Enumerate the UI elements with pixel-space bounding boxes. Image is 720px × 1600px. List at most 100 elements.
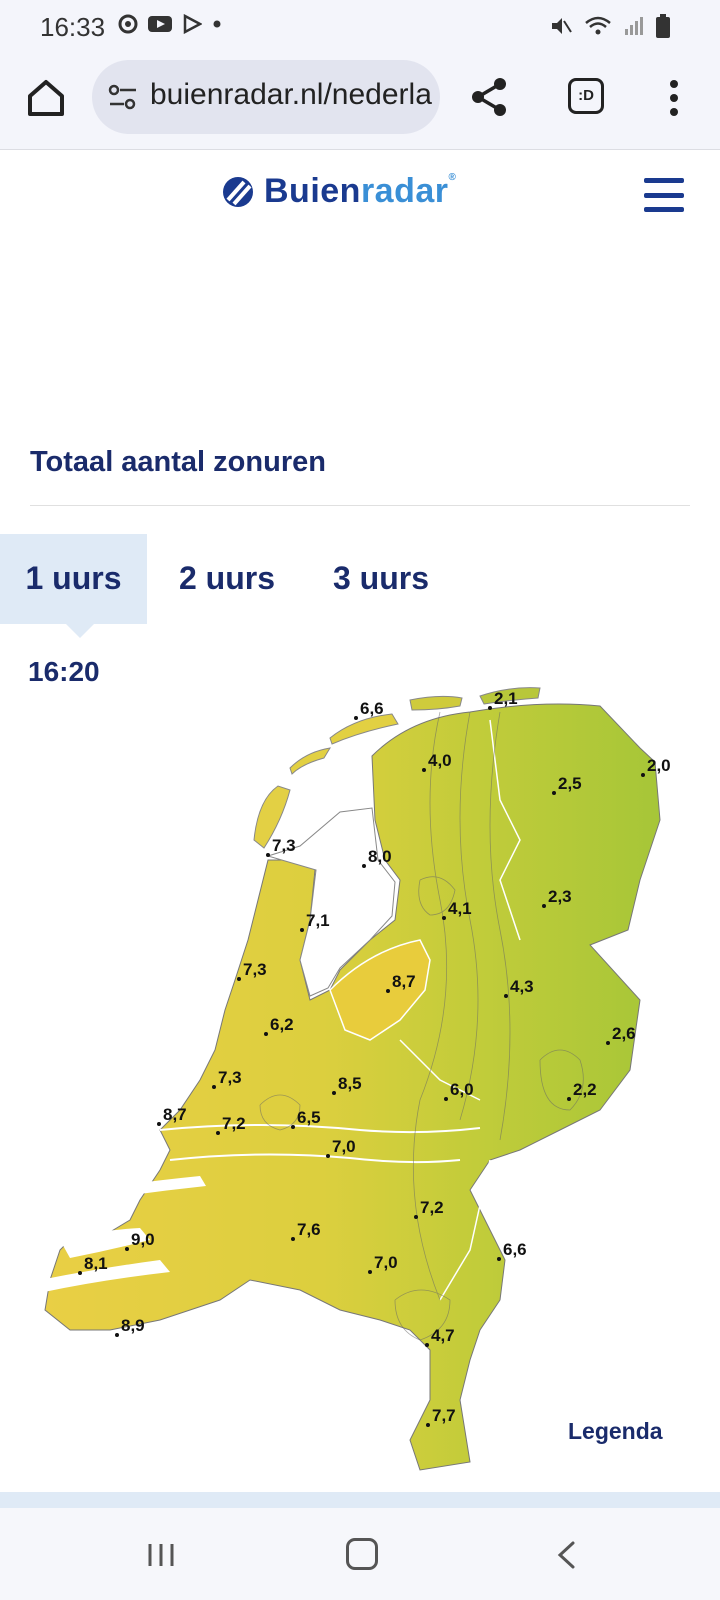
map-value-text: 2,3	[548, 887, 572, 906]
map-island	[329, 713, 399, 745]
map-value-text: 4,3	[510, 977, 534, 996]
status-time: 16:33	[40, 12, 106, 42]
site-header: Buienradar®	[0, 150, 720, 240]
home-icon[interactable]	[24, 76, 68, 120]
section-title: Totaal aantal zonuren	[30, 446, 326, 478]
map-value-label: 2,6	[606, 1024, 636, 1045]
map-value-label: 4,0	[422, 751, 452, 772]
map-value-label: 7,1	[300, 911, 330, 932]
map-value-label: 4,3	[504, 977, 534, 998]
dot-icon	[213, 20, 221, 28]
hamburger-menu-icon[interactable]	[644, 178, 684, 212]
map-value-label: 4,7	[425, 1326, 455, 1347]
map-value-text: 4,0	[428, 751, 452, 770]
map-value-label: 8,1	[78, 1254, 108, 1275]
system-home-icon[interactable]	[346, 1538, 378, 1570]
map-value-label: 8,7	[157, 1105, 187, 1126]
map-value-text: 7,1	[306, 911, 330, 930]
address-bar[interactable]: buienradar.nl/nederla	[92, 60, 440, 134]
buienradar-logo[interactable]: Buienradar®	[222, 172, 456, 211]
battery-icon	[656, 14, 670, 38]
map-time-label: 16:20	[28, 656, 100, 687]
map-value-text: 2,6	[612, 1024, 636, 1043]
map-rivers	[169, 1153, 461, 1164]
map-flevoland	[329, 939, 431, 1041]
map-water	[40, 1260, 170, 1292]
youtube-icon	[148, 16, 172, 32]
map-value-text: 7,2	[222, 1114, 246, 1133]
map-value-text: 2,5	[558, 774, 582, 793]
back-icon[interactable]	[556, 1540, 576, 1570]
map-island	[289, 747, 331, 775]
map-value-label: 8,0	[362, 847, 392, 868]
map-value-text: 7,7	[432, 1406, 456, 1425]
map-value-label: 2,2	[567, 1080, 597, 1101]
map-value-label: 7,3	[212, 1068, 242, 1089]
logo-registered-mark: ®	[448, 172, 457, 183]
map-value-label: 7,2	[414, 1198, 444, 1219]
map-province-borders	[399, 719, 521, 1301]
tab-switcher-button[interactable]: :D	[568, 78, 604, 114]
mute-icon	[552, 18, 572, 34]
more-options-icon[interactable]	[664, 78, 684, 118]
tab-1-uurs[interactable]: 1 uurs	[0, 534, 147, 624]
status-icons-right	[550, 14, 670, 38]
logo-text-part2: radar	[360, 172, 449, 210]
map-value-text: 8,9	[121, 1316, 145, 1335]
wifi-icon	[585, 16, 611, 35]
content-bottom-strip	[0, 1492, 720, 1508]
map-value-text: 8,1	[84, 1254, 108, 1273]
share-icon[interactable]	[470, 76, 510, 118]
map-value-text: 7,3	[218, 1068, 242, 1087]
map-island	[409, 695, 463, 711]
map-value-label: 9,0	[125, 1230, 155, 1251]
map-value-label: 2,5	[552, 774, 582, 795]
map-value-label: 7,0	[326, 1137, 356, 1158]
map-value-text: 6,5	[297, 1108, 321, 1127]
map-value-text: 7,3	[272, 836, 296, 855]
map-value-text: 4,7	[431, 1326, 455, 1345]
map-rivers	[159, 1124, 481, 1134]
signal-icon	[625, 17, 643, 35]
map-value-text: 8,5	[338, 1074, 362, 1093]
logo-text: Buienradar®	[264, 172, 456, 211]
logo-mark-icon	[223, 176, 253, 207]
sunshine-map: 6,6 2,1 4,0 2,0 2,5 7,3 8,0 4,1 2,3 7,1 …	[40, 687, 671, 1471]
map-value-label: 7,0	[368, 1253, 398, 1274]
map-value-text: 6,2	[270, 1015, 294, 1034]
recent-apps-icon[interactable]	[146, 1542, 176, 1568]
map-value-label: 7,7	[426, 1406, 456, 1427]
map-water	[60, 1228, 150, 1258]
map-value-text: 8,7	[392, 972, 416, 991]
url-text[interactable]: buienradar.nl/nederla	[150, 78, 432, 111]
map-netherlands	[44, 703, 661, 1471]
map-value-text: 8,7	[163, 1105, 187, 1124]
map-value-text: 4,1	[448, 899, 472, 918]
map-value-text: 7,6	[297, 1220, 321, 1239]
site-settings-icon[interactable]	[108, 84, 138, 110]
status-bar: 16:33	[0, 0, 720, 54]
map-value-text: 6,6	[360, 699, 384, 718]
map-value-text: 8,0	[368, 847, 392, 866]
map-value-text: 7,0	[374, 1253, 398, 1272]
tab-3-uurs[interactable]: 3 uurs	[332, 560, 430, 596]
map-value-label: 6,5	[291, 1108, 321, 1129]
map-island	[479, 687, 541, 705]
map-value-label: 2,0	[641, 756, 671, 777]
map-ijsselmeer	[266, 807, 396, 997]
hamburger-line	[644, 192, 684, 198]
map-value-text: 2,0	[647, 756, 671, 775]
hamburger-line	[644, 178, 684, 183]
map-value-labels: 6,6 2,1 4,0 2,0 2,5 7,3 8,0 4,1 2,3 7,1 …	[78, 689, 671, 1427]
duration-tabs: 1 uurs 2 uurs 3 uurs	[0, 534, 720, 638]
logo-text-part1: Buien	[264, 172, 361, 210]
map-value-label: 7,3	[266, 836, 296, 857]
map-value-label: 7,6	[291, 1220, 321, 1241]
map-value-label: 6,6	[354, 699, 384, 720]
map-island	[253, 785, 291, 849]
map-value-text: 7,2	[420, 1198, 444, 1217]
map-value-text: 7,0	[332, 1137, 356, 1156]
map-value-text: 9,0	[131, 1230, 155, 1249]
legend-link[interactable]: Legenda	[568, 1418, 663, 1444]
tab-2-uurs[interactable]: 2 uurs	[178, 560, 276, 596]
